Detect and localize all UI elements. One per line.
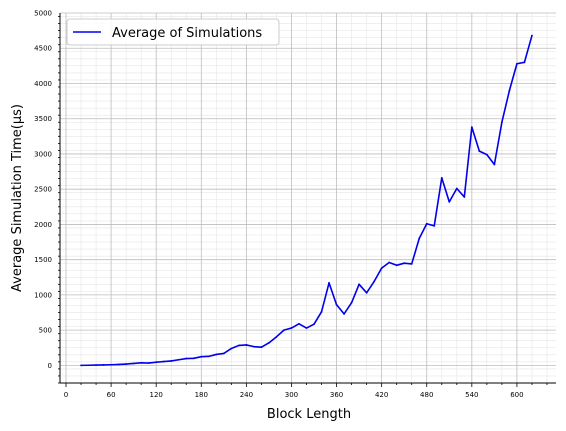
y-axis-ticks: 0 500 1000 1500 2000 2500 3000 3500 4000 4500 5000 xyxy=(34,10,60,384)
data-point xyxy=(222,352,225,355)
x-tick-label: 480 xyxy=(420,391,433,399)
data-point xyxy=(147,362,150,364)
data-point xyxy=(493,163,496,166)
data-point xyxy=(290,327,293,329)
data-point xyxy=(102,364,105,366)
y-tick-label: 2000 xyxy=(34,221,52,229)
y-axis-label: Average Simulation Time(µs) xyxy=(10,104,25,292)
data-point xyxy=(440,177,443,179)
axes xyxy=(59,13,556,384)
data-point xyxy=(425,222,428,225)
data-point xyxy=(268,341,270,344)
data-point xyxy=(200,355,203,358)
data-point xyxy=(365,291,368,294)
data-point xyxy=(418,237,421,240)
data-point xyxy=(508,89,511,92)
data-point xyxy=(260,346,263,349)
data-point xyxy=(110,363,113,366)
y-tick-label: 1000 xyxy=(34,291,52,299)
data-point xyxy=(448,200,451,203)
legend-entry-label: Average of Simulations xyxy=(112,26,262,41)
data-point xyxy=(87,364,90,367)
y-tick-label: 2500 xyxy=(34,186,52,194)
y-tick-label: 3500 xyxy=(34,115,52,123)
y-tick-label: 1500 xyxy=(34,256,52,264)
data-point xyxy=(343,313,345,315)
x-tick-label: 600 xyxy=(510,391,523,399)
data-point xyxy=(320,310,323,313)
data-point xyxy=(95,364,97,366)
data-point xyxy=(388,261,391,264)
x-tick-label: 360 xyxy=(330,391,343,399)
y-tick-label: 4500 xyxy=(34,45,52,53)
legend: Average of Simulations xyxy=(66,18,280,46)
data-point xyxy=(433,224,436,227)
x-tick-label: 120 xyxy=(150,391,163,399)
data-point xyxy=(478,150,481,153)
data-point xyxy=(283,329,285,332)
x-axis-ticks: 0 60 120 180 240 300 360 420 480 540 600 xyxy=(64,383,548,399)
data-point xyxy=(140,361,143,364)
data-point xyxy=(125,363,128,365)
y-tick-label: 0 xyxy=(48,362,52,370)
x-axis-label: Block Length xyxy=(267,407,351,422)
data-point xyxy=(485,153,488,156)
data-point xyxy=(298,322,300,325)
data-point xyxy=(328,282,330,284)
data-point xyxy=(132,362,135,365)
data-point xyxy=(516,62,518,65)
data-point xyxy=(380,267,383,270)
data-point xyxy=(207,355,210,358)
data-point xyxy=(335,303,338,306)
data-point xyxy=(245,344,248,346)
x-tick-label: 300 xyxy=(285,391,298,399)
data-point xyxy=(80,364,82,367)
x-tick-label: 60 xyxy=(107,391,116,399)
data-point xyxy=(531,34,533,37)
data-point xyxy=(252,345,255,348)
series-group xyxy=(80,34,533,367)
data-point xyxy=(275,335,278,338)
data-point xyxy=(373,280,376,283)
y-tick-label: 4000 xyxy=(34,80,52,88)
x-tick-label: 420 xyxy=(375,391,388,399)
data-point xyxy=(395,264,398,267)
data-point xyxy=(313,323,315,326)
data-point xyxy=(455,187,458,190)
data-point xyxy=(177,358,180,361)
data-point xyxy=(523,61,526,64)
data-point xyxy=(470,126,473,129)
major-grid xyxy=(60,12,556,383)
data-point xyxy=(230,347,233,350)
data-point xyxy=(305,327,308,329)
data-point xyxy=(192,357,195,360)
y-tick-label: 5000 xyxy=(34,10,52,18)
data-point xyxy=(350,301,353,304)
data-point xyxy=(215,353,218,356)
y-tick-label: 500 xyxy=(39,327,52,335)
data-point xyxy=(410,262,413,265)
data-point xyxy=(500,121,503,124)
x-tick-label: 540 xyxy=(465,391,478,399)
data-point xyxy=(155,361,158,364)
x-tick-label: 180 xyxy=(195,391,208,399)
x-tick-label: 0 xyxy=(64,391,68,399)
data-point xyxy=(358,283,361,286)
data-point xyxy=(185,357,188,360)
legend-box xyxy=(66,18,280,46)
data-point xyxy=(117,363,120,366)
y-tick-label: 3000 xyxy=(34,150,52,158)
x-tick-label: 240 xyxy=(240,391,253,399)
data-point xyxy=(403,262,406,265)
data-point xyxy=(463,196,466,198)
data-point xyxy=(237,344,240,347)
data-point xyxy=(170,360,173,362)
data-point xyxy=(162,360,165,363)
